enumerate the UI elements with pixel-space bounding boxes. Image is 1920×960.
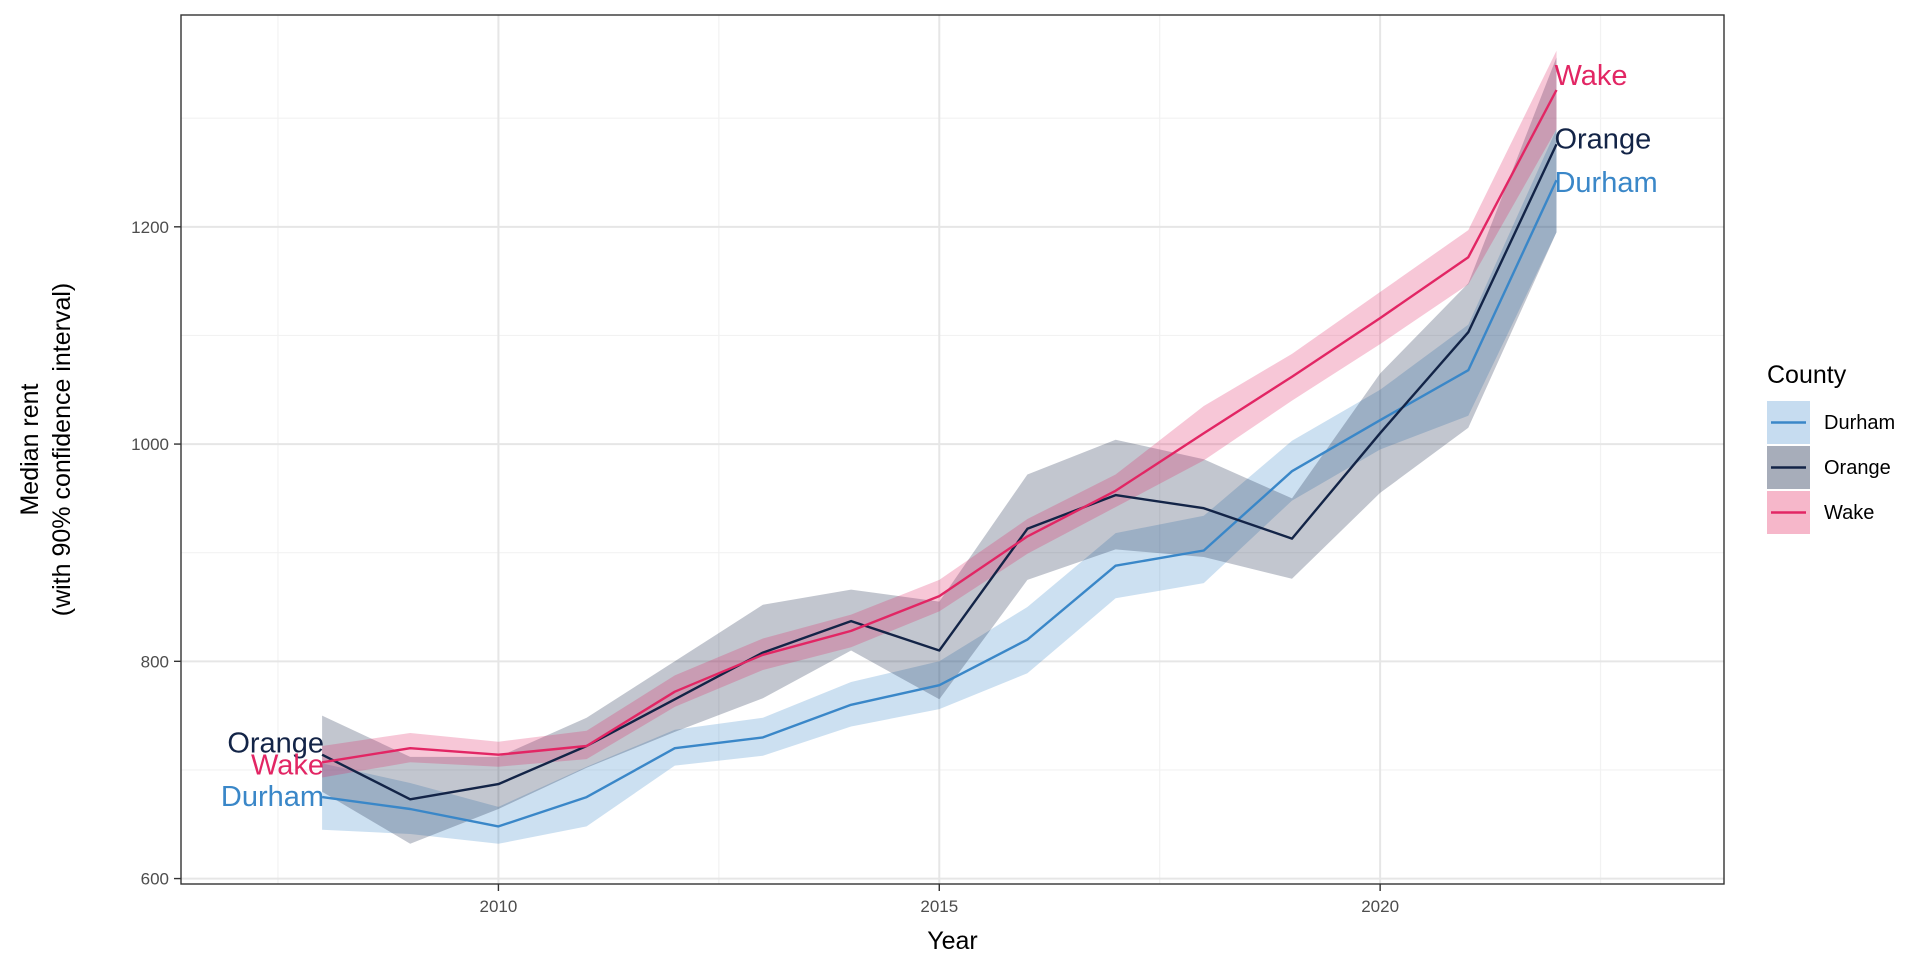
- y-tick-label: 1200: [131, 218, 169, 237]
- y-axis-title-line: Median rent: [16, 383, 44, 515]
- end-label-durham: Durham: [1554, 167, 1657, 199]
- line-orange: [321, 143, 1558, 801]
- legend-label-durham: Durham: [1824, 412, 1895, 434]
- legend-label-orange: Orange: [1824, 457, 1891, 479]
- series-lines: [321, 89, 1558, 828]
- legend-title: County: [1767, 361, 1847, 389]
- y-tick-label: 800: [141, 652, 169, 671]
- grid: [181, 15, 1724, 884]
- x-tick-label: 2020: [1361, 897, 1399, 916]
- line-wake: [321, 89, 1558, 764]
- y-axis-title-line: (with 90% confidence interval): [48, 283, 76, 617]
- x-tick-label: 2015: [920, 897, 958, 916]
- y-axis-title: Median rent (with 90% confidence interval…: [16, 283, 76, 617]
- start-label-orange: Orange: [227, 728, 324, 760]
- end-label-wake: Wake: [1554, 60, 1627, 92]
- ribbon-orange: [322, 57, 1557, 844]
- x-tick-label: 2010: [480, 897, 518, 916]
- line-durham: [321, 179, 1558, 828]
- y-tick-label: 1000: [131, 435, 169, 454]
- axes: 2010 2015 2020 600 800 1000 1200: [131, 218, 1399, 916]
- start-label-durham: Durham: [221, 781, 324, 813]
- legend-label-wake: Wake: [1824, 502, 1874, 524]
- end-label-orange: Orange: [1554, 123, 1651, 155]
- y-tick-label: 600: [141, 870, 169, 889]
- ribbon-durham: [322, 129, 1557, 844]
- x-axis-title: Year: [927, 927, 978, 955]
- legend: County Durham Orange Wake: [1767, 361, 1895, 534]
- panel-border: [180, 14, 1725, 885]
- confidence-ribbons: [322, 50, 1557, 844]
- start-label-wake: Wake: [251, 749, 324, 781]
